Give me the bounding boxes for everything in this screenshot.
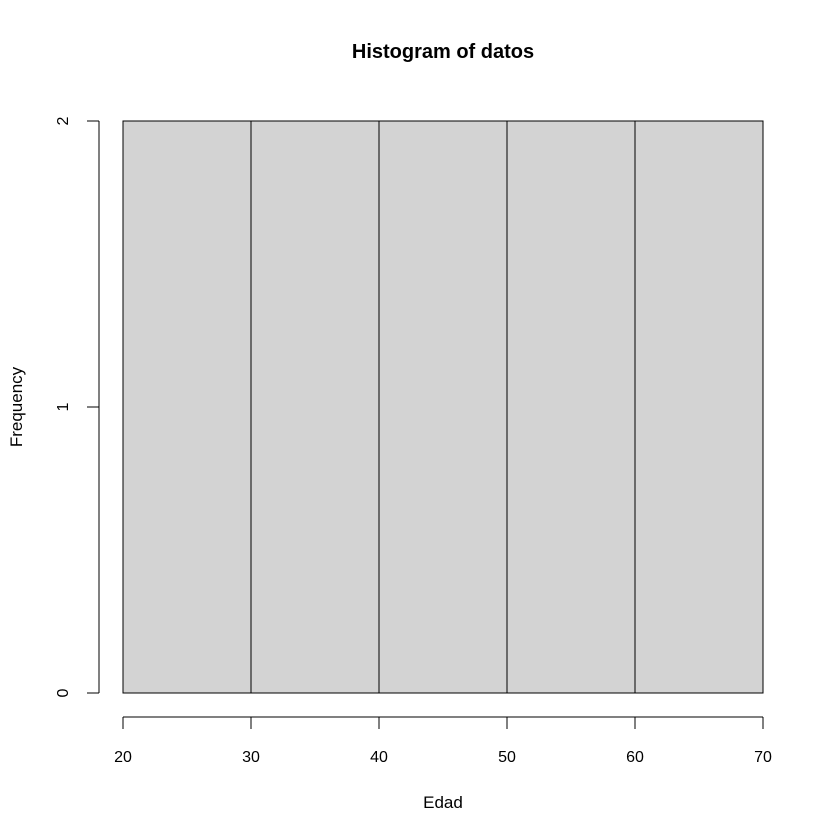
y-axis: 0 1 2 bbox=[55, 116, 100, 697]
x-axis-title: Edad bbox=[423, 793, 463, 812]
y-axis-title: Frequency bbox=[7, 366, 26, 447]
y-tick-label-2: 2 bbox=[55, 116, 72, 125]
x-tick-label-30: 30 bbox=[242, 749, 260, 766]
histogram-bar-20-30 bbox=[122, 120, 252, 694]
x-tick-label-50: 50 bbox=[498, 749, 516, 766]
x-tick-label-40: 40 bbox=[370, 749, 388, 766]
y-tick-label-0: 0 bbox=[55, 688, 72, 697]
histogram-bar-50-60 bbox=[506, 120, 636, 694]
histogram-bar-60-70 bbox=[634, 120, 764, 694]
x-axis: 20 30 40 50 60 70 bbox=[114, 716, 772, 766]
x-tick-label-20: 20 bbox=[114, 749, 132, 766]
y-tick-label-1: 1 bbox=[55, 402, 72, 411]
histogram-bar-30-40 bbox=[250, 120, 380, 694]
bars-group bbox=[122, 120, 764, 694]
chart-title: Histogram of datos bbox=[352, 41, 534, 63]
x-tick-label-60: 60 bbox=[626, 749, 644, 766]
x-tick-label-70: 70 bbox=[754, 749, 772, 766]
histogram-bar-40-50 bbox=[378, 120, 508, 694]
